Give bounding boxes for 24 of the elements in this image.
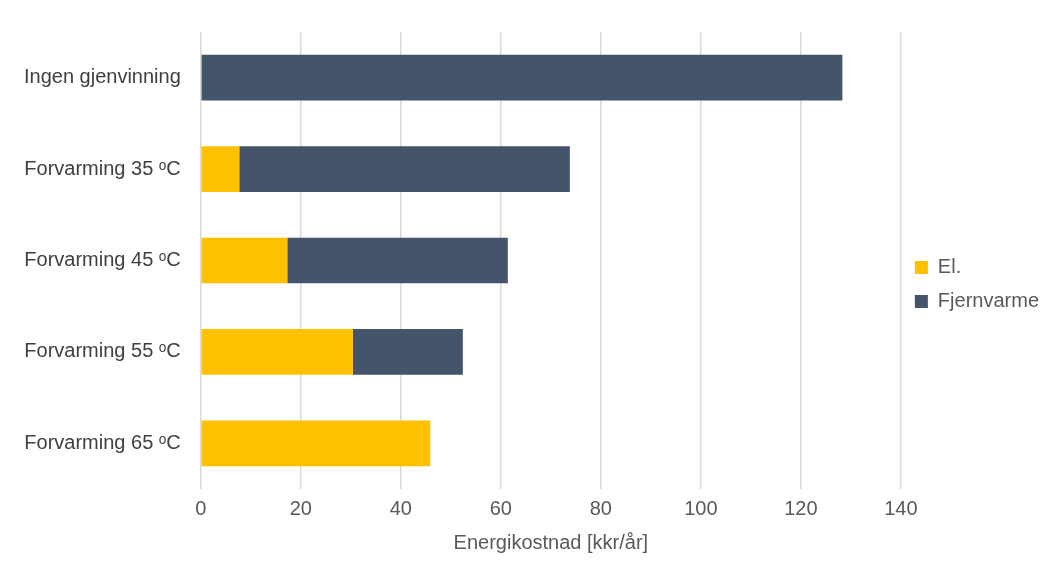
y-tick-label: Ingen gjenvinning [24,65,181,88]
bar [201,420,431,467]
legend-label: El. [937,255,962,278]
bar [201,329,353,375]
bar [287,237,508,284]
bar [201,54,843,101]
bar [201,146,240,192]
x-tick-label: 80 [589,496,612,519]
x-tick-label: 140 [884,496,918,519]
y-tick-label: Forvarming 35 ᵒC [24,156,181,179]
y-tick-label: Forvarming 45 ᵒC [24,248,181,271]
x-tick-label: 40 [389,496,412,519]
y-tick-label: Forvarming 55 ᵒC [24,339,181,362]
x-tick-label: 120 [784,496,818,519]
x-tick-label: 20 [289,496,312,519]
bar [352,329,463,375]
x-tick-label: 60 [489,496,512,519]
y-tick-label: Forvarming 65 ᵒC [24,430,181,453]
bar [239,146,570,192]
x-tick-label: 0 [195,496,207,519]
x-axis-title: Energikostnad [kkr/år] [453,530,649,553]
x-tick-label: 100 [684,496,718,519]
legend-label: Fjernvarme [937,289,1040,312]
bar [201,237,288,284]
